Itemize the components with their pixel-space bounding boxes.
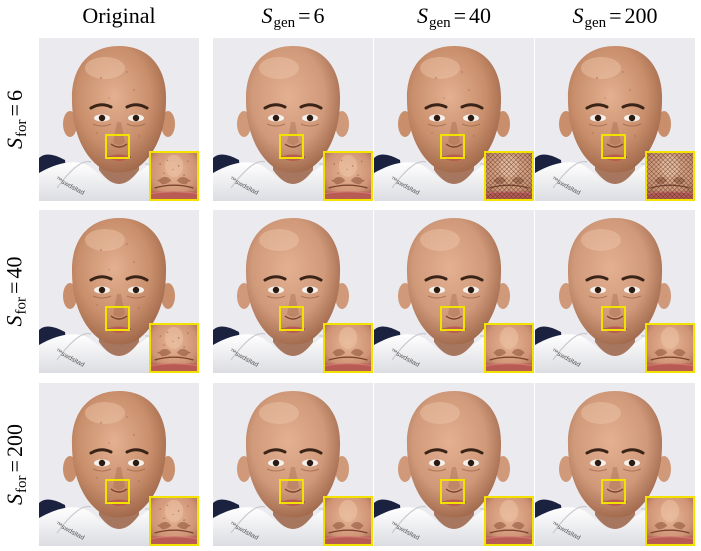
column-header-subscript: gen: [584, 15, 607, 31]
column-header-original: Original: [39, 2, 199, 30]
equals-sign: =: [453, 3, 467, 28]
nose-highlight-box: [279, 479, 304, 504]
nose-highlight-box: [440, 306, 465, 331]
row-header-sfor-6: Sfor = 6: [0, 38, 36, 201]
nose-highlight-box: [440, 479, 465, 504]
column-header-subscript: gen: [273, 15, 296, 31]
equals-sign: =: [1, 104, 27, 117]
row-header-subscript: for: [13, 475, 30, 493]
image-cell-r1-c2: ™swdsitad: [213, 38, 373, 201]
nose-highlight-box: [601, 306, 626, 331]
nose-zoom-image: [486, 498, 532, 544]
portrait-photo: ™swdsitad: [39, 210, 199, 373]
nose-highlight-box: [105, 134, 130, 159]
portrait-photo: ™swdsitad: [213, 383, 373, 546]
image-cell-r3-c4: ™swdsitad: [535, 383, 695, 546]
zoom-inset: [484, 151, 534, 201]
column-header-label: Original: [82, 3, 156, 28]
image-cell-r1-c4: ™swdsitad: [535, 38, 695, 201]
zoom-inset: [484, 496, 534, 546]
zoom-inset: [323, 323, 373, 373]
image-cell-r2-c3: ™swdsitad: [374, 210, 534, 373]
image-cell-r1-c1: ™swdsitad: [39, 38, 199, 201]
column-header-value: 6: [313, 3, 325, 28]
zoom-inset: [149, 323, 199, 373]
nose-zoom-image: [486, 153, 532, 199]
nose-zoom-image: [151, 325, 197, 371]
zoom-inset: [645, 151, 695, 201]
column-header-value: 200: [624, 3, 658, 28]
image-cell-r3-c1: ™swdsitad: [39, 383, 199, 546]
image-cell-r3-c3: ™swdsitad: [374, 383, 534, 546]
nose-zoom-image: [325, 153, 371, 199]
nose-zoom-image: [647, 325, 693, 371]
equals-sign: =: [1, 281, 27, 294]
zoom-inset: [149, 151, 199, 201]
equals-sign: =: [298, 3, 311, 28]
image-cell-r2-c2: ™swdsitad: [213, 210, 373, 373]
column-header-subscript: gen: [428, 15, 451, 31]
zoom-inset: [149, 496, 199, 546]
column-header-sgen-6: Sgen = 6: [213, 2, 373, 37]
nose-highlight-box: [440, 134, 465, 159]
column-header-symbol: S: [261, 3, 273, 28]
row-header-sfor-200: Sfor = 200: [0, 383, 36, 546]
nose-highlight-box: [279, 306, 304, 331]
equals-sign: =: [1, 460, 27, 473]
image-cell-r3-c2: ™swdsitad: [213, 383, 373, 546]
nose-highlight-box: [601, 479, 626, 504]
portrait-photo: ™swdsitad: [39, 38, 199, 201]
equals-sign: =: [609, 3, 622, 28]
zoom-inset: [484, 323, 534, 373]
nose-zoom-image: [325, 498, 371, 544]
nose-highlight-box: [105, 306, 130, 331]
nose-zoom-image: [325, 325, 371, 371]
portrait-photo: ™swdsitad: [374, 210, 534, 373]
row-header-symbol: S: [1, 137, 27, 149]
row-header-subscript: for: [13, 119, 30, 137]
image-cell-r1-c3: ™swdsitad: [374, 38, 534, 201]
portrait-photo: ™swdsitad: [374, 38, 534, 201]
row-header-subscript: for: [13, 296, 30, 315]
column-header-symbol: S: [416, 3, 428, 28]
nose-zoom-image: [647, 498, 693, 544]
image-cell-r2-c4: ™swdsitad: [535, 210, 695, 373]
row-header-sfor-40: Sfor = 40: [0, 210, 36, 373]
column-header-value: 40: [469, 3, 492, 28]
column-header-symbol: S: [572, 3, 584, 28]
nose-highlight-box: [279, 134, 304, 159]
nose-zoom-image: [486, 325, 532, 371]
row-header-value: 40: [1, 256, 27, 279]
nose-zoom-image: [647, 153, 693, 199]
zoom-inset: [645, 496, 695, 546]
portrait-photo: ™swdsitad: [535, 383, 695, 546]
column-header-sgen-40: Sgen = 40: [374, 2, 534, 37]
column-header-sgen-200: Sgen = 200: [535, 2, 695, 37]
nose-highlight-box: [105, 479, 130, 504]
nose-zoom-image: [151, 498, 197, 544]
row-header-symbol: S: [1, 493, 27, 505]
zoom-inset: [645, 323, 695, 373]
image-cell-r2-c1: ™swdsitad: [39, 210, 199, 373]
nose-highlight-box: [601, 134, 626, 159]
row-header-value: 200: [1, 424, 27, 458]
zoom-inset: [323, 496, 373, 546]
nose-zoom-image: [151, 153, 197, 199]
zoom-inset: [323, 151, 373, 201]
row-header-symbol: S: [1, 315, 27, 327]
row-header-value: 6: [1, 90, 27, 102]
